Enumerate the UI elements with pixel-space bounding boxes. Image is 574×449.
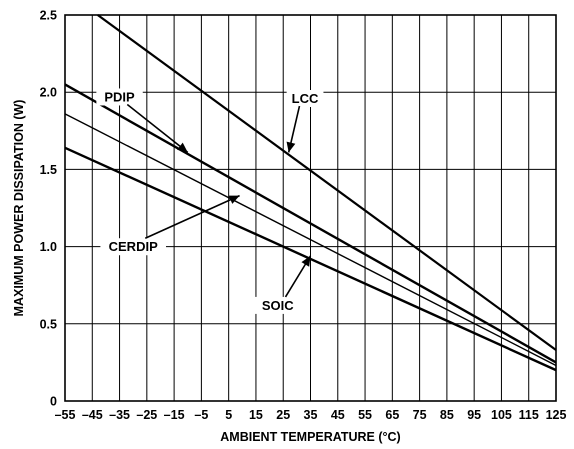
chart-series-labels: LCC PDIP CERDIP SOIC	[96, 88, 324, 314]
chart-grid	[64, 14, 557, 402]
series-label-lcc: LCC	[292, 91, 319, 106]
y-tick-label: 1.0	[40, 240, 57, 254]
x-tick-label: –5	[194, 408, 208, 422]
series-label-bg	[286, 90, 324, 108]
series-label-bg	[100, 238, 166, 256]
x-tick-label: 85	[440, 408, 454, 422]
arrowhead-soic	[301, 255, 311, 267]
x-tick-label: –55	[55, 408, 76, 422]
y-tick-label: 2.0	[40, 86, 57, 100]
y-axis-ticks: 0 0.5 1.0 1.5 2.0 2.5	[40, 9, 57, 409]
x-tick-label: –25	[136, 408, 157, 422]
series-label-cerdip: CERDIP	[109, 239, 158, 254]
arrowhead-cerdip	[228, 195, 240, 204]
x-tick-label: –15	[164, 408, 185, 422]
x-tick-label: 5	[225, 408, 232, 422]
x-tick-label: 105	[491, 408, 512, 422]
plot-frame	[64, 14, 557, 402]
leader-line-pdip	[126, 103, 189, 154]
y-tick-label: 2.5	[40, 9, 57, 23]
x-tick-label: 95	[467, 408, 481, 422]
arrowhead-lcc	[286, 141, 296, 153]
leader-line-cerdip	[144, 194, 240, 239]
x-tick-label: –45	[82, 408, 103, 422]
series-label-pdip: PDIP	[104, 89, 135, 104]
x-tick-label: –35	[109, 408, 130, 422]
series-label-bg	[96, 88, 143, 106]
x-tick-label: 35	[304, 408, 318, 422]
y-tick-label: 0.5	[40, 317, 57, 331]
x-axis-ticks: –55 –45 –35 –25 –15 –5 5 15 25 35 45 55 65 75 85 95 105 1…	[55, 408, 567, 422]
series-label-bg	[254, 296, 301, 314]
series-line-soic	[64, 146, 557, 372]
x-tick-label: 115	[519, 408, 539, 422]
series-line-pdip	[64, 83, 557, 364]
x-axis-title: AMBIENT TEMPERATURE (°C)	[220, 430, 400, 444]
x-tick-label: 45	[331, 408, 345, 422]
y-axis-title: MAXIMUM POWER DISSIPATION (W)	[12, 100, 26, 317]
series-line-lcc	[97, 14, 557, 351]
y-tick-label: 0	[50, 395, 57, 409]
x-tick-label: 75	[413, 408, 427, 422]
x-tick-label: 125	[546, 408, 567, 422]
arrowhead-pdip	[177, 142, 188, 153]
series-line-cerdip	[64, 113, 557, 367]
y-tick-label: 1.5	[40, 163, 57, 177]
x-tick-label: 15	[249, 408, 263, 422]
series-label-soic: SOIC	[262, 298, 294, 313]
x-tick-label: 65	[385, 408, 399, 422]
x-tick-label: 55	[358, 408, 372, 422]
x-tick-label: 25	[276, 408, 290, 422]
chart-series	[64, 14, 557, 372]
